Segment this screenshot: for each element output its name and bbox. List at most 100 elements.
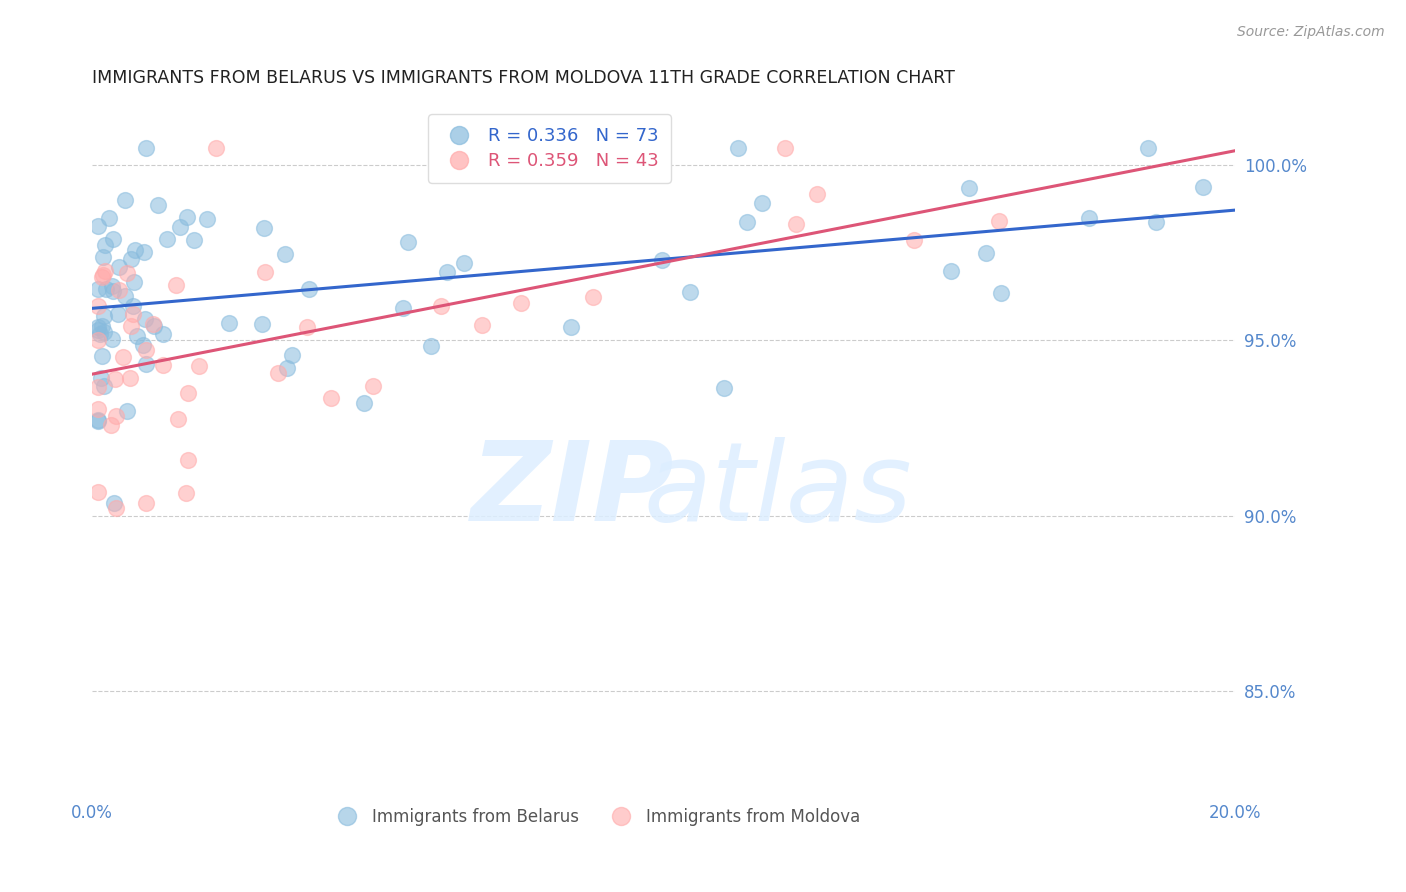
Point xyxy=(120,318,142,333)
Point xyxy=(187,359,209,374)
Point xyxy=(152,358,174,372)
Point xyxy=(104,372,127,386)
Point xyxy=(87,219,110,233)
Point xyxy=(107,307,129,321)
Point xyxy=(105,409,128,423)
Point xyxy=(142,318,165,332)
Point xyxy=(122,276,145,290)
Point xyxy=(436,265,458,279)
Point xyxy=(987,214,1010,228)
Point xyxy=(176,211,198,225)
Point xyxy=(218,317,240,331)
Point xyxy=(104,500,127,515)
Point xyxy=(93,325,115,339)
Point xyxy=(250,317,273,331)
Point xyxy=(276,361,298,376)
Point xyxy=(990,285,1012,300)
Point xyxy=(582,290,605,304)
Point xyxy=(903,233,925,247)
Point xyxy=(176,486,198,500)
Point xyxy=(735,215,758,229)
Point xyxy=(1192,180,1215,194)
Point xyxy=(87,414,110,428)
Point xyxy=(94,282,117,296)
Point xyxy=(253,265,276,279)
Point xyxy=(108,283,131,297)
Point xyxy=(90,350,112,364)
Point xyxy=(295,320,318,334)
Point xyxy=(100,417,122,432)
Point xyxy=(143,319,166,334)
Point xyxy=(253,221,276,235)
Point xyxy=(87,299,110,313)
Point xyxy=(132,338,155,352)
Point xyxy=(87,282,110,296)
Point xyxy=(87,320,110,334)
Point xyxy=(1144,215,1167,229)
Point xyxy=(471,318,494,332)
Point xyxy=(115,404,138,418)
Point xyxy=(430,299,453,313)
Point xyxy=(156,232,179,246)
Point xyxy=(87,485,110,500)
Point xyxy=(146,198,169,212)
Point xyxy=(87,380,110,394)
Point xyxy=(114,289,136,303)
Point xyxy=(167,412,190,426)
Point xyxy=(87,333,110,347)
Point xyxy=(101,278,124,293)
Point xyxy=(127,329,149,343)
Point xyxy=(1137,140,1160,154)
Point xyxy=(177,386,200,401)
Point xyxy=(195,212,218,227)
Point xyxy=(94,263,117,277)
Point xyxy=(1078,211,1101,226)
Text: atlas: atlas xyxy=(644,437,912,544)
Point xyxy=(93,268,115,283)
Point xyxy=(274,247,297,261)
Point xyxy=(135,140,157,154)
Point xyxy=(651,252,673,267)
Point xyxy=(176,453,198,467)
Point xyxy=(90,319,112,334)
Point xyxy=(205,140,228,154)
Point xyxy=(392,301,415,316)
Text: IMMIGRANTS FROM BELARUS VS IMMIGRANTS FROM MOLDOVA 11TH GRADE CORRELATION CHART: IMMIGRANTS FROM BELARUS VS IMMIGRANTS FR… xyxy=(93,69,955,87)
Point xyxy=(87,413,110,427)
Point xyxy=(117,266,139,280)
Point xyxy=(94,238,117,252)
Point xyxy=(112,351,135,365)
Point xyxy=(353,396,375,410)
Point xyxy=(169,219,191,234)
Point xyxy=(785,217,807,231)
Point xyxy=(135,496,157,510)
Point xyxy=(560,319,582,334)
Point xyxy=(939,264,962,278)
Point xyxy=(120,252,142,266)
Text: Source: ZipAtlas.com: Source: ZipAtlas.com xyxy=(1237,25,1385,39)
Point xyxy=(396,235,419,249)
Point xyxy=(165,278,187,293)
Point xyxy=(713,381,735,395)
Point xyxy=(91,270,114,285)
Point xyxy=(122,307,145,321)
Point xyxy=(135,343,157,358)
Point xyxy=(727,140,749,154)
Point xyxy=(974,245,997,260)
Point xyxy=(108,260,131,274)
Legend: Immigrants from Belarus, Immigrants from Moldova: Immigrants from Belarus, Immigrants from… xyxy=(323,802,866,833)
Point xyxy=(91,250,114,264)
Point xyxy=(806,186,828,201)
Point xyxy=(134,244,156,259)
Point xyxy=(87,323,110,337)
Text: ZIP: ZIP xyxy=(471,437,673,544)
Point xyxy=(114,193,136,207)
Point xyxy=(361,378,384,392)
Point xyxy=(134,312,156,326)
Point xyxy=(118,371,141,385)
Point xyxy=(751,196,773,211)
Point xyxy=(957,181,980,195)
Point xyxy=(98,211,121,225)
Point xyxy=(90,371,112,385)
Point xyxy=(87,401,110,416)
